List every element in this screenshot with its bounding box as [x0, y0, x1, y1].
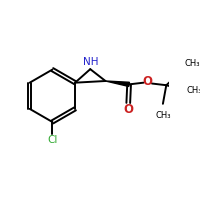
Text: O: O [143, 75, 153, 88]
Text: O: O [123, 103, 133, 116]
Text: CH₃: CH₃ [155, 111, 171, 120]
Text: Cl: Cl [47, 135, 58, 145]
Text: CH₃: CH₃ [187, 86, 200, 95]
Polygon shape [105, 81, 129, 86]
Text: NH: NH [83, 57, 98, 67]
Text: CH₃: CH₃ [185, 59, 200, 68]
